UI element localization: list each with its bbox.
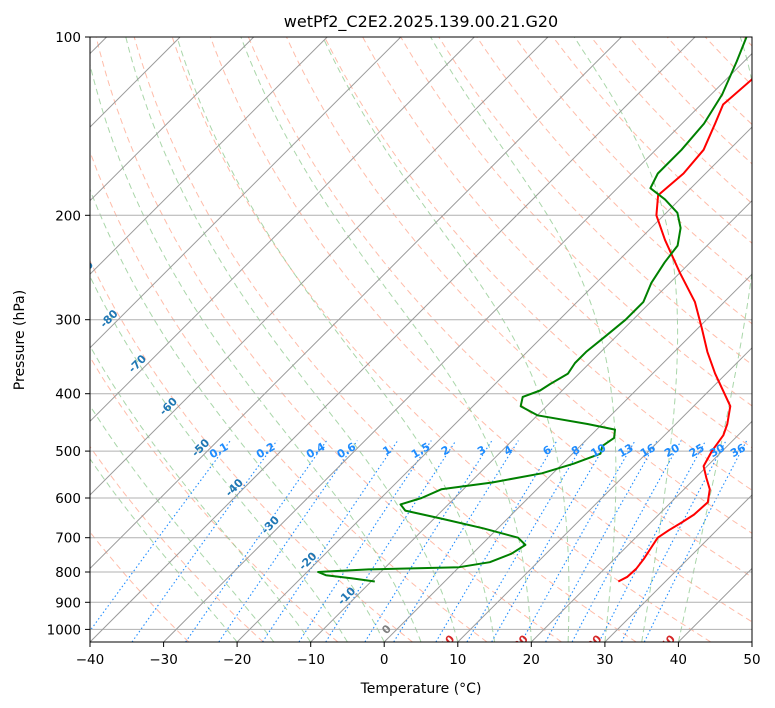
x-tick-label: 0 — [380, 652, 389, 668]
y-tick-label: 800 — [55, 565, 81, 581]
moist-adiabat — [90, 62, 422, 642]
moist-adiabat — [90, 404, 275, 642]
mixing-ratio-line — [521, 440, 636, 642]
dry-adiabat — [247, 37, 752, 578]
isotherm-label: 30 — [584, 632, 604, 652]
dry-adiabat — [95, 37, 562, 642]
isotherm-line — [457, 347, 752, 642]
isotherm-line — [236, 126, 752, 642]
temperature-profile — [617, 77, 752, 583]
moist-adiabat — [90, 458, 238, 642]
plot-frame — [89, 36, 753, 643]
y-tick-label: 300 — [55, 313, 81, 329]
y-axis-label: Pressure (hPa) — [12, 290, 28, 390]
x-tick-label: 50 — [743, 652, 760, 668]
y-tick-label: 1000 — [47, 622, 81, 638]
chart-title: wetPf2_C2E2.2025.139.00.21.G20 — [284, 12, 558, 32]
mixing-ratio-line — [643, 440, 748, 642]
dry-adiabat — [209, 37, 752, 623]
mixing-ratio-line — [298, 440, 432, 642]
isotherm-line — [90, 37, 255, 202]
x-tick-label: −10 — [296, 652, 325, 668]
x-axis-ticks: −40 −30 −20 −10 0 10 20 30 40 50 — [76, 642, 761, 668]
y-tick-label: 700 — [55, 531, 81, 547]
moist-adiabat — [240, 37, 532, 642]
moist-adiabat — [125, 37, 459, 642]
isotherm-line — [90, 37, 328, 275]
y-tick-label: 200 — [55, 208, 81, 224]
isotherm-label: -90 — [73, 258, 96, 281]
mixing-ratio-line — [466, 440, 586, 642]
mixing-ratio-line — [185, 440, 328, 642]
isotherm-lines — [90, 37, 752, 642]
mixing-ratio-line — [571, 440, 682, 642]
x-tick-label: 10 — [449, 652, 466, 668]
dry-adiabats — [90, 37, 752, 642]
moist-adiabat — [677, 37, 752, 642]
isotherm-line — [90, 37, 549, 496]
mixing-ratio-line — [262, 440, 399, 642]
moist-adiabat — [176, 37, 496, 642]
y-tick-label: 500 — [55, 444, 81, 460]
y-axis-ticks: 100 200 300 400 500 600 700 800 900 1000 — [47, 30, 90, 638]
dry-adiabat — [324, 37, 752, 491]
moist-adiabat — [430, 37, 617, 642]
x-tick-label: 30 — [596, 652, 613, 668]
y-tick-label: 400 — [55, 387, 81, 403]
mixing-ratio-line — [364, 440, 493, 642]
isotherm-line — [90, 37, 696, 642]
x-axis-label: Temperature (°C) — [360, 681, 482, 697]
isotherm-line — [90, 37, 402, 349]
moist-adiabat — [90, 275, 348, 642]
mixing-ratio-line — [218, 440, 358, 642]
isotherm-line — [310, 199, 752, 642]
isotherm-line — [163, 52, 752, 642]
x-tick-label: −30 — [149, 652, 178, 668]
moist-adiabat — [90, 188, 385, 642]
dry-adiabat — [628, 37, 752, 165]
x-tick-label: −40 — [76, 652, 105, 668]
mixing-ratio-line — [90, 440, 231, 632]
isotherm-label: 10 — [437, 632, 457, 652]
dry-adiabat — [362, 37, 752, 449]
dry-adiabat — [133, 37, 637, 642]
isotherm-line — [530, 420, 752, 642]
isotherm-line — [383, 273, 752, 642]
isotherm-label: 20 — [511, 632, 531, 652]
dewpoint-profile — [317, 37, 748, 583]
moist-adiabat — [322, 37, 570, 642]
dry-adiabat — [400, 37, 752, 407]
y-tick-label: 900 — [55, 595, 81, 611]
dry-adiabat — [90, 259, 413, 642]
isotherm-line — [90, 37, 475, 423]
y-tick-label: 600 — [55, 491, 81, 507]
dry-adiabat — [476, 37, 752, 325]
mixing-ratio-line — [131, 440, 278, 642]
moist-adiabat — [573, 37, 679, 642]
isotherm-label: 40 — [658, 632, 678, 652]
plot-area: -100-90-80-70-60-50-40-30-20-10010203040… — [73, 37, 752, 652]
x-tick-label: 20 — [523, 652, 540, 668]
y-tick-label: 100 — [55, 30, 81, 46]
isotherm-line — [604, 494, 752, 642]
mixing-ratio-line — [491, 440, 609, 642]
mixing-ratio-line — [545, 440, 658, 642]
profile-lines — [317, 37, 752, 583]
isotherm-line — [90, 37, 622, 570]
mixing-ratio-line — [325, 440, 457, 642]
x-tick-label: −20 — [223, 652, 252, 668]
mixing-ratio-line — [435, 440, 558, 642]
dry-adiabat — [90, 445, 264, 642]
x-tick-label: 40 — [670, 652, 687, 668]
